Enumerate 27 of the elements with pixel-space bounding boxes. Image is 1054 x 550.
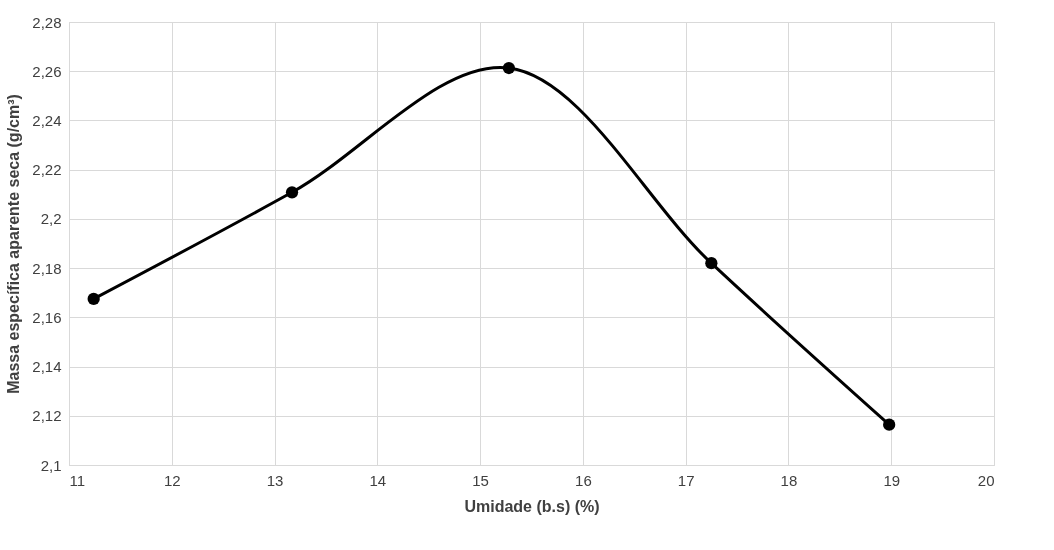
x-tick-label: 15 <box>472 471 489 489</box>
x-tick-label: 16 <box>575 471 592 489</box>
y-axis-title: Massa específica aparente seca (g/cm³) <box>5 94 23 394</box>
x-tick-label: 12 <box>163 471 181 489</box>
y-tick-label: 2,16 <box>32 308 62 326</box>
y-tick-label: 2,22 <box>32 161 62 179</box>
x-tick-label: 20 <box>977 471 995 489</box>
x-tick-label: 14 <box>369 471 387 489</box>
x-axis-title: Umidade (b.s) (%) <box>464 497 600 515</box>
y-tick-label: 2,12 <box>32 407 62 425</box>
point <box>883 418 896 431</box>
x-tick-label: 13 <box>266 471 284 489</box>
x-tick-label: 11 <box>69 471 86 489</box>
point <box>285 186 299 199</box>
y-tick-label: 2,2 <box>40 210 62 228</box>
y-tick-label: 2,18 <box>32 259 62 277</box>
y-tick-label: 2,28 <box>32 13 62 31</box>
x-tick-label: 18 <box>780 471 798 489</box>
point <box>502 61 516 75</box>
point <box>87 292 100 305</box>
y-tick-label: 2,1 <box>40 456 62 474</box>
point <box>705 257 718 270</box>
y-tick-label: 2,26 <box>32 62 62 80</box>
y-tick-label: 2,24 <box>32 111 62 129</box>
y-tick-label: 2,14 <box>32 358 62 376</box>
x-tick-label: 19 <box>883 471 901 489</box>
x-tick-label: 17 <box>677 471 695 489</box>
